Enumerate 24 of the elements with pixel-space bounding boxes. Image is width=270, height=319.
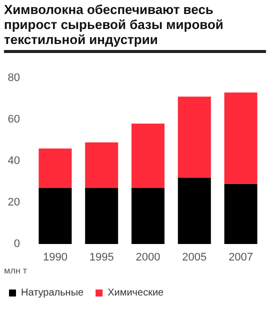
x-tick-label: 2005 xyxy=(182,252,207,264)
y-tick-label: 40 xyxy=(8,155,20,167)
legend-label: Химические xyxy=(108,288,164,298)
bar xyxy=(178,96,211,178)
y-tick-label: 60 xyxy=(8,114,20,126)
y-axis-title: млн т xyxy=(4,266,28,276)
bar xyxy=(85,188,118,244)
bar xyxy=(38,188,72,244)
x-tick-label: 1990 xyxy=(42,252,68,264)
y-tick-label: 20 xyxy=(8,196,20,208)
y-tick-label: 0 xyxy=(14,238,20,250)
bar xyxy=(132,188,164,244)
chart-title: Химволокна обеспечивают весь прирост сырьевой базы мировой текстильной индустрии xyxy=(4,2,266,53)
bar xyxy=(38,148,72,188)
bar xyxy=(224,184,258,244)
x-tick-label: 1995 xyxy=(89,252,114,264)
bar xyxy=(85,142,118,188)
bar xyxy=(224,92,258,184)
x-tick-label: 2000 xyxy=(136,252,160,264)
x-tick-label: 2007 xyxy=(228,252,254,264)
y-tick-label: 80 xyxy=(8,72,20,84)
legend-label: Натуральные xyxy=(21,288,84,298)
bar xyxy=(132,124,164,188)
bar xyxy=(178,178,211,244)
